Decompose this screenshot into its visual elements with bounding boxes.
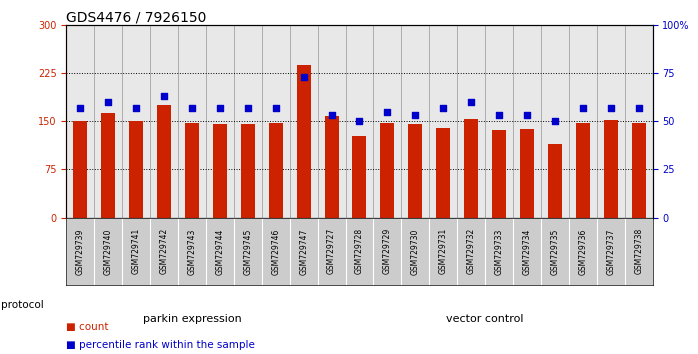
Text: GSM729735: GSM729735 [551, 228, 559, 275]
Point [633, 105, 644, 110]
Bar [269, 122, 283, 218]
Point [103, 99, 114, 105]
Bar [297, 65, 311, 218]
Bar [213, 125, 227, 218]
Text: GSM729732: GSM729732 [467, 228, 475, 274]
Point [410, 113, 421, 118]
Point [270, 105, 281, 110]
Bar [101, 113, 115, 218]
Text: parkin expression: parkin expression [142, 314, 242, 324]
Bar [129, 121, 143, 218]
Point [158, 93, 170, 99]
Bar [325, 116, 339, 218]
Text: GSM729737: GSM729737 [607, 228, 615, 275]
Point [242, 105, 253, 110]
Point [577, 105, 588, 110]
Text: GSM729736: GSM729736 [579, 228, 587, 275]
Point [438, 105, 449, 110]
Point [75, 105, 86, 110]
Bar [436, 128, 450, 218]
Bar [632, 123, 646, 218]
Bar [520, 129, 534, 218]
Point [326, 113, 337, 118]
Bar [464, 119, 478, 218]
Text: protocol: protocol [1, 300, 44, 310]
Text: GSM729743: GSM729743 [188, 228, 196, 275]
Point [131, 105, 142, 110]
Bar [548, 144, 562, 218]
Bar [73, 121, 87, 218]
Point [605, 105, 616, 110]
Text: GSM729727: GSM729727 [327, 228, 336, 274]
Bar [408, 125, 422, 218]
Point [298, 74, 309, 80]
Bar [604, 120, 618, 218]
Point [521, 113, 533, 118]
Bar [380, 122, 394, 218]
Point [382, 109, 393, 114]
Text: GSM729729: GSM729729 [383, 228, 392, 274]
Text: GSM729741: GSM729741 [132, 228, 140, 274]
Bar [185, 123, 199, 218]
Text: GSM729728: GSM729728 [355, 228, 364, 274]
Point [466, 99, 477, 105]
Bar [352, 136, 366, 218]
Text: GSM729747: GSM729747 [299, 228, 308, 275]
Text: GSM729744: GSM729744 [216, 228, 224, 275]
Text: GSM729733: GSM729733 [495, 228, 503, 275]
Text: GSM729739: GSM729739 [76, 228, 84, 275]
Text: GSM729745: GSM729745 [244, 228, 252, 275]
Bar [241, 125, 255, 218]
Text: GSM729731: GSM729731 [439, 228, 447, 274]
Point [186, 105, 198, 110]
Text: GSM729734: GSM729734 [523, 228, 531, 275]
Point [493, 113, 505, 118]
Point [214, 105, 225, 110]
Text: GSM729738: GSM729738 [634, 228, 643, 274]
Text: GDS4476 / 7926150: GDS4476 / 7926150 [66, 11, 207, 25]
Bar [492, 130, 506, 218]
Text: GSM729746: GSM729746 [272, 228, 280, 275]
Text: GSM729742: GSM729742 [160, 228, 168, 274]
Text: GSM729730: GSM729730 [411, 228, 419, 275]
Bar [576, 122, 590, 218]
Text: ■ count: ■ count [66, 322, 109, 332]
Text: ■ percentile rank within the sample: ■ percentile rank within the sample [66, 340, 255, 350]
Bar [157, 105, 171, 218]
Point [354, 118, 365, 124]
Text: vector control: vector control [446, 314, 524, 324]
Point [549, 118, 560, 124]
Text: GSM729740: GSM729740 [104, 228, 112, 275]
